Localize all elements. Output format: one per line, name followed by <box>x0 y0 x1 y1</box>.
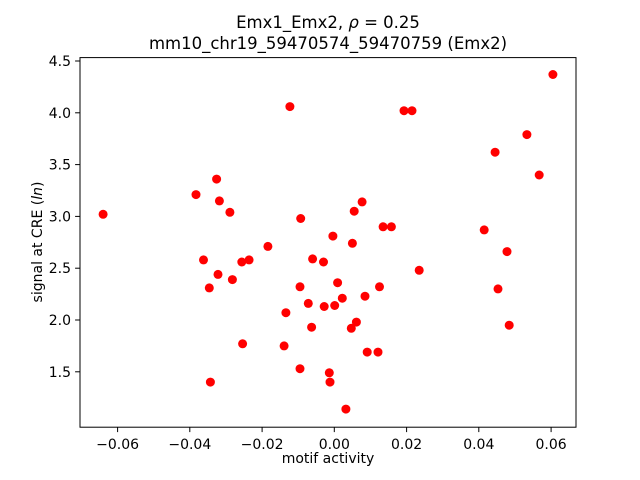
data-point <box>534 170 544 180</box>
axes: −0.06 −0.04 −0.02 0.00 0.02 0.04 0.06 1.5 2.0 2.5… <box>49 54 577 453</box>
data-point <box>238 339 248 349</box>
ylabel-ln: ln <box>30 187 46 200</box>
data-point <box>214 196 224 206</box>
data-point <box>346 323 356 333</box>
data-point <box>225 207 235 217</box>
data-point <box>407 106 417 116</box>
data-point <box>285 102 295 112</box>
data-point <box>212 174 222 184</box>
data-point <box>378 222 388 232</box>
data-point <box>263 241 273 251</box>
rho-symbol: ρ <box>348 13 359 32</box>
data-point <box>213 269 223 279</box>
data-point <box>504 320 514 330</box>
data-point <box>373 347 383 357</box>
data-point <box>205 377 215 387</box>
data-point <box>490 147 500 157</box>
data-point <box>237 257 247 267</box>
chart-title-line1: Emx1_Emx2, ρ = 0.25 <box>80 13 576 34</box>
data-point <box>347 238 357 248</box>
data-point <box>375 282 384 292</box>
data-point <box>308 254 318 264</box>
chart-title: Emx1_Emx2, ρ = 0.25 mm10_chr19_59470574_… <box>80 13 576 54</box>
data-point <box>295 364 305 374</box>
ylabel-prefix: signal at CRE ( <box>30 199 46 303</box>
data-point <box>357 197 367 207</box>
data-point <box>244 255 254 265</box>
y-tick-label: 2.0 <box>49 313 71 329</box>
y-tick-label: 1.5 <box>49 365 71 381</box>
x-tick-label: −0.06 <box>96 437 139 453</box>
chart-title-line2: mm10_chr19_59470574_59470759 (Emx2) <box>148 33 508 53</box>
data-point <box>493 284 503 294</box>
data-point <box>199 255 208 265</box>
data-point <box>324 368 334 378</box>
data-point <box>386 222 396 232</box>
data-point <box>333 278 343 288</box>
y-axis-label: signal at CRE (ln) <box>30 182 46 303</box>
x-tick-label: −0.04 <box>168 437 211 453</box>
y-tick-label: 3.5 <box>49 158 71 174</box>
data-point <box>295 282 305 292</box>
data-point <box>204 283 214 293</box>
data-point <box>328 231 338 241</box>
points-layer <box>98 70 558 414</box>
y-tick-label: 2.5 <box>49 261 71 277</box>
title-prefix: Emx1_Emx2, <box>236 13 349 32</box>
y-tick-label: 4.0 <box>49 106 71 122</box>
plot-border <box>79 57 577 428</box>
data-point <box>227 275 237 285</box>
title-suffix: = 0.25 <box>358 13 420 32</box>
data-point <box>337 293 347 303</box>
data-point <box>191 190 201 200</box>
data-point <box>325 377 335 387</box>
data-point <box>98 209 108 219</box>
data-point <box>349 206 359 216</box>
data-point <box>303 298 313 308</box>
ylabel-suffix: ) <box>30 181 46 188</box>
data-point <box>341 404 351 414</box>
x-tick-label: 0.02 <box>391 437 422 453</box>
x-axis-label: motif activity <box>281 451 375 467</box>
data-point <box>296 214 306 223</box>
data-point <box>360 291 370 301</box>
data-point <box>362 347 372 357</box>
y-tick-label: 4.5 <box>49 54 71 70</box>
data-point <box>281 308 291 318</box>
data-point <box>522 130 532 140</box>
x-tick-label: 0.00 <box>319 437 350 453</box>
data-point <box>479 225 489 235</box>
data-point <box>502 247 512 257</box>
data-point <box>548 70 558 79</box>
data-point <box>351 317 361 327</box>
data-point <box>319 302 329 311</box>
x-tick-label: −0.02 <box>241 437 284 453</box>
x-tick-label: 0.04 <box>463 437 494 453</box>
data-point <box>307 322 317 332</box>
x-tick-label: 0.06 <box>536 437 567 453</box>
data-point <box>414 265 424 275</box>
data-point <box>319 257 328 267</box>
data-point <box>330 301 340 310</box>
data-point <box>279 341 289 351</box>
data-point <box>399 106 409 116</box>
y-tick-label: 3.0 <box>49 209 71 225</box>
